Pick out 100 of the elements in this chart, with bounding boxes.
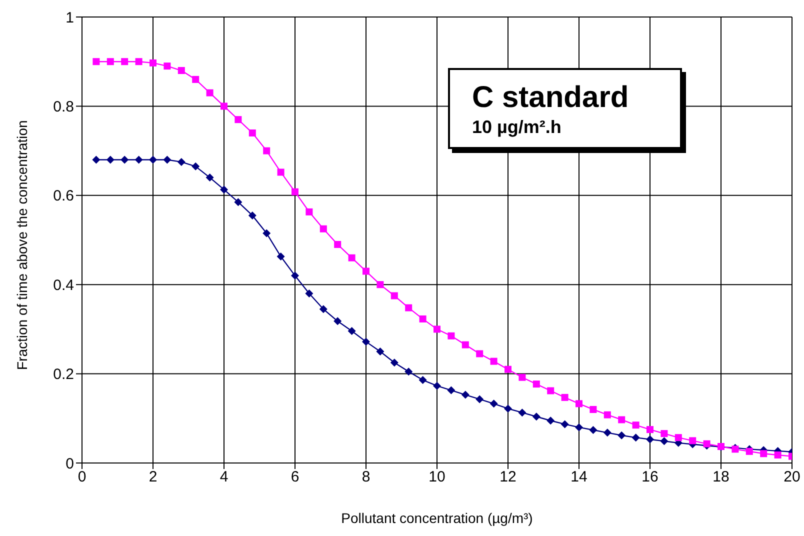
point [334,317,342,326]
point [405,304,412,312]
point [532,412,540,421]
point [362,338,370,346]
point [532,380,540,388]
point [632,422,640,429]
y-tick-label: 0.6 [53,188,74,205]
point [306,208,313,216]
point [92,58,100,66]
point [163,156,172,164]
point [547,387,554,394]
point [589,426,598,434]
point [376,281,384,288]
point [177,158,186,166]
point [660,437,668,446]
point [220,102,228,110]
point [305,290,314,298]
point [476,350,484,358]
point [319,305,328,314]
point [618,416,626,424]
point [618,431,626,440]
point [277,168,284,176]
point [590,406,597,413]
point [504,404,512,413]
point [134,156,143,164]
point [504,366,512,373]
point [404,368,413,376]
x-tick-label: 10 [428,468,446,486]
point [390,292,398,300]
point [164,62,171,70]
point [760,450,768,458]
point [192,162,200,170]
point [546,416,555,425]
point [376,348,384,356]
point [774,451,782,458]
point [575,423,583,432]
point [689,437,696,444]
point [348,254,356,262]
point [674,434,682,442]
point [632,434,640,442]
point [220,186,228,194]
point [518,408,526,417]
point [660,430,668,438]
point [248,129,256,136]
y-tick-label: 0.8 [53,98,74,116]
x-tick-label: 14 [570,468,588,486]
x-axis-title: Pollutant concentration (µg/m³) [341,510,533,526]
x-tick-label: 16 [642,468,658,486]
point [560,420,569,428]
x-tick-label: 0 [78,468,86,486]
point [291,272,299,280]
x-tick-label: 20 [784,468,800,486]
point [92,156,100,164]
point [746,448,753,455]
point [120,156,129,164]
point [576,400,582,408]
x-tick-label: 2 [148,468,158,486]
point [248,211,256,220]
point [135,58,142,66]
point [192,76,200,83]
x-tick-label: 12 [500,468,516,486]
point [206,174,214,182]
point [390,358,398,367]
point [150,59,156,66]
annotation: C standard [472,80,630,116]
point [703,440,710,448]
y-tick-label: 1 [66,9,74,26]
point [262,229,271,238]
point [561,394,568,401]
point [461,390,470,399]
point [462,341,469,348]
point [518,374,526,381]
point [434,326,440,333]
point [646,426,654,434]
point [476,395,484,404]
point [234,198,242,206]
x-tick-label: 4 [220,468,228,486]
point [276,252,285,260]
point [362,268,370,275]
point [106,58,114,66]
point [419,315,426,322]
point [234,116,242,124]
x-tick-label: 18 [712,468,730,486]
point [320,225,327,232]
point [448,332,455,340]
y-tick-label: 0.4 [53,276,74,294]
x-tick-label: 8 [362,468,370,486]
y-tick-label: 0.2 [53,366,74,384]
point [447,386,456,394]
y-tick-label: 0 [66,455,74,472]
y-axis-title: Fraction of time above the concentration [14,120,30,370]
point [490,400,498,408]
point [646,435,654,444]
point [433,382,441,390]
point [149,156,157,164]
point [490,358,498,365]
point [418,376,427,384]
point [603,428,612,437]
point [604,411,611,418]
x-tick-label: 6 [290,468,300,486]
